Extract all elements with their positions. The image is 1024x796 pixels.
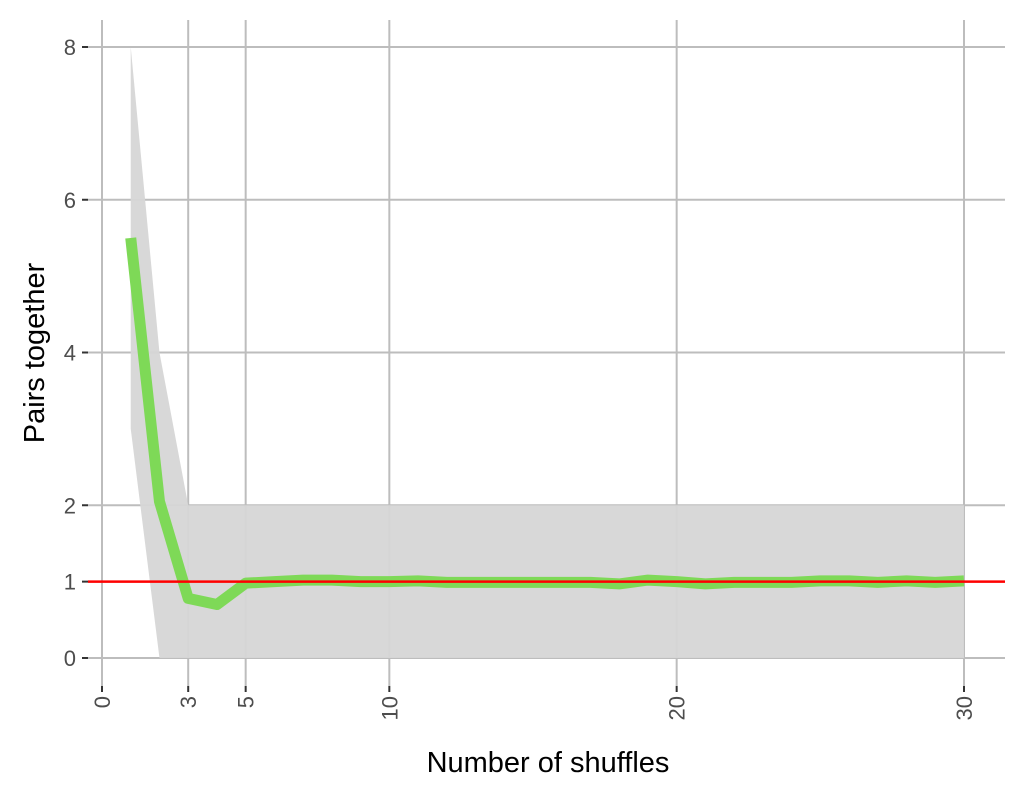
x-tick-label: 5 bbox=[234, 696, 259, 708]
y-tick-label: 6 bbox=[64, 188, 76, 213]
x-tick-label: 3 bbox=[176, 696, 201, 708]
confidence-ribbon bbox=[130, 47, 964, 658]
y-tick-label: 8 bbox=[64, 35, 76, 60]
ticks-layer: 0 3 5 10 20 30 0 1 2 4 6 8 bbox=[64, 35, 977, 720]
y-tick-label: 1 bbox=[64, 570, 76, 595]
ribbon-layer bbox=[130, 47, 964, 658]
y-tick-label: 2 bbox=[64, 493, 76, 518]
y-tick-label: 0 bbox=[64, 646, 76, 671]
x-tick-label: 20 bbox=[665, 696, 690, 720]
x-tick-label: 10 bbox=[377, 696, 402, 720]
x-tick-label: 30 bbox=[952, 696, 977, 720]
x-axis-label: Number of shuffles bbox=[427, 747, 670, 779]
y-tick-label: 4 bbox=[64, 341, 76, 366]
y-axis-label: Pairs together bbox=[19, 262, 51, 443]
x-tick-label: 0 bbox=[90, 696, 115, 708]
lines-layer bbox=[88, 237, 1005, 611]
